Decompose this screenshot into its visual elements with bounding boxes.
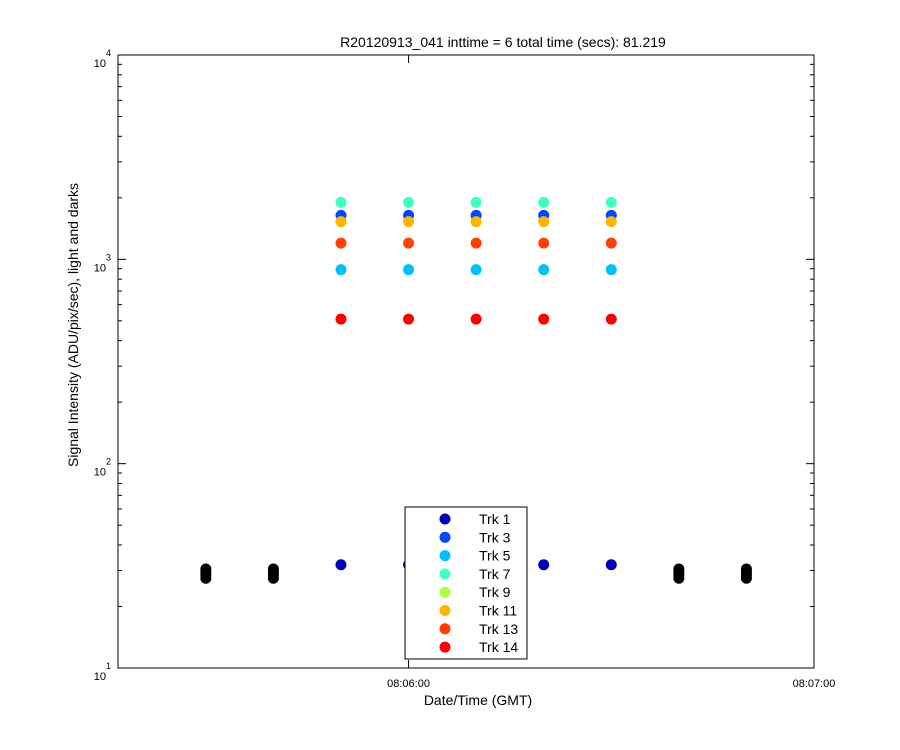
chart-title: R20120913_041 inttime = 6 total time (se… — [340, 34, 666, 50]
y-tick-label: 10 — [94, 58, 106, 70]
data-point — [538, 196, 550, 208]
data-point — [605, 216, 617, 228]
data-point — [605, 237, 617, 249]
data-point — [470, 313, 482, 325]
data-point — [605, 196, 617, 208]
data-point — [538, 313, 550, 325]
data-point — [470, 196, 482, 208]
legend-label: Trk 13 — [479, 621, 518, 637]
legend-label: Trk 7 — [479, 566, 511, 582]
legend-marker — [439, 531, 451, 543]
data-point — [605, 559, 617, 571]
legend-label: Trk 1 — [479, 511, 511, 527]
data-point — [403, 264, 415, 276]
legend-marker — [439, 550, 451, 562]
legend-label: Trk 9 — [479, 584, 511, 600]
data-point — [403, 196, 415, 208]
data-point — [605, 313, 617, 325]
dark-data-point — [200, 563, 212, 575]
legend-marker — [439, 641, 451, 653]
data-point — [403, 216, 415, 228]
y-tick-label: 10 — [94, 671, 106, 683]
y-tick-label: 10 — [94, 467, 106, 479]
legend-label: Trk 3 — [479, 529, 511, 545]
y-tick-exponent: 1 — [106, 661, 111, 671]
data-point — [335, 559, 347, 571]
data-points — [200, 196, 752, 584]
y-tick-exponent: 3 — [106, 252, 111, 262]
dark-data-point — [267, 563, 279, 575]
data-point — [335, 196, 347, 208]
x-tick-labels: 08:06:00 08:07:00 — [387, 678, 835, 690]
data-point — [538, 216, 550, 228]
legend-label: Trk 5 — [479, 548, 511, 564]
y-tick-label: 10 — [94, 262, 106, 274]
data-point — [470, 216, 482, 228]
data-point — [470, 237, 482, 249]
legend-marker — [439, 605, 451, 616]
data-point — [470, 264, 482, 276]
data-point — [403, 237, 415, 249]
y-axis-label: Signal Intensity (ADU/pix/sec), light an… — [65, 183, 81, 467]
y-tick-exponent: 4 — [106, 48, 111, 58]
legend-marker — [439, 513, 451, 525]
x-axis-label: Date/Time (GMT) — [424, 692, 532, 708]
data-point — [335, 216, 347, 228]
x-tick-label: 08:07:00 — [793, 678, 836, 690]
data-point — [538, 237, 550, 249]
data-point — [605, 264, 617, 276]
data-point — [403, 313, 415, 325]
data-point — [335, 264, 347, 276]
legend: Trk 1 Trk 3 Trk 5 Trk 7 Trk 9 Trk 11 Trk 13 Trk… — [404, 506, 528, 660]
legend-box — [404, 506, 528, 660]
dark-data-point — [740, 563, 752, 575]
legend-marker — [439, 568, 451, 580]
legend-marker — [439, 623, 451, 635]
legend-label: Trk 11 — [479, 603, 517, 619]
dark-data-point — [673, 563, 685, 575]
data-point — [538, 264, 550, 276]
axis-ticks — [118, 55, 815, 669]
data-point — [538, 559, 550, 571]
y-tick-exponent: 2 — [106, 457, 111, 467]
data-point — [335, 313, 347, 325]
data-point — [335, 237, 347, 249]
legend-label: Trk 14 — [479, 639, 518, 655]
x-tick-label: 08:06:00 — [387, 678, 430, 690]
legend-marker — [439, 586, 451, 598]
